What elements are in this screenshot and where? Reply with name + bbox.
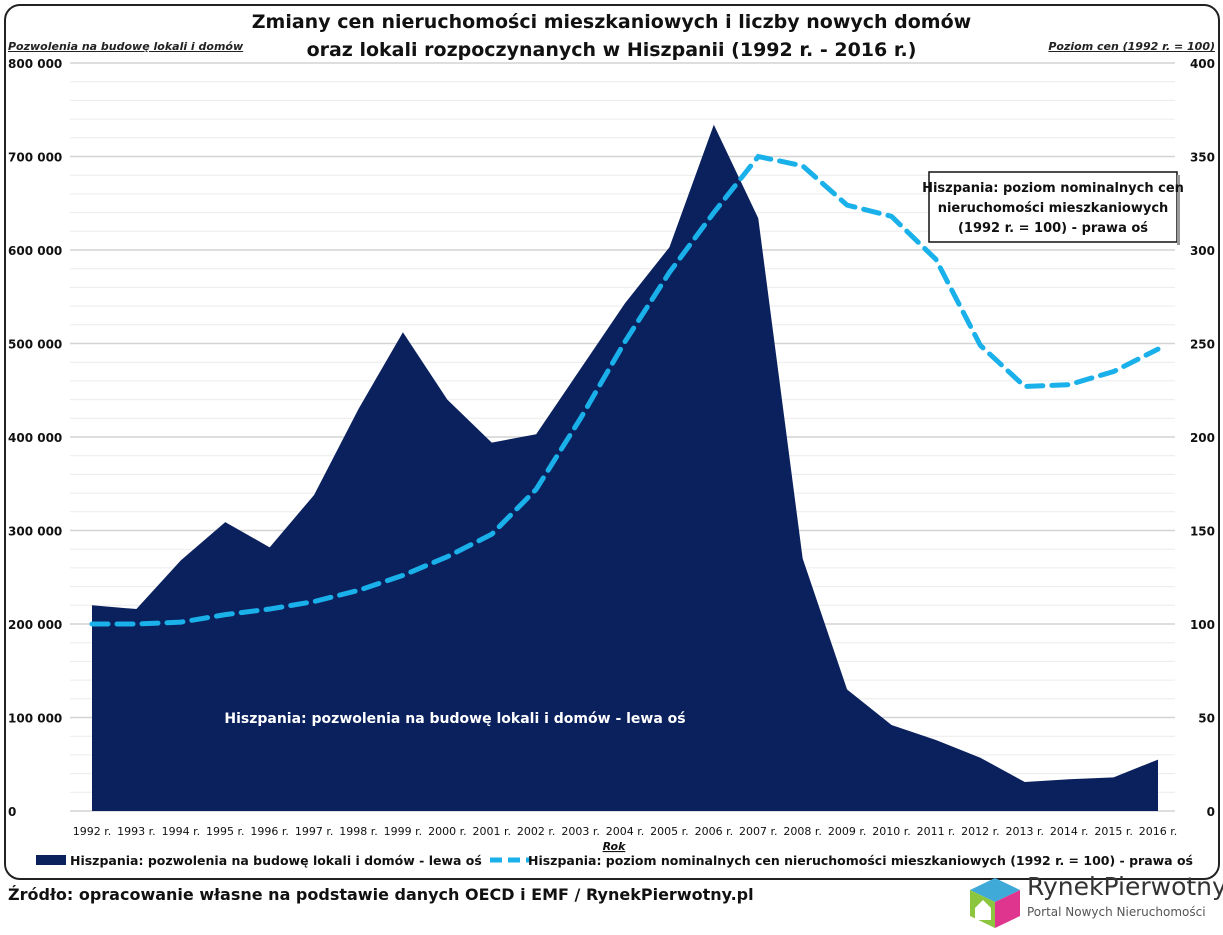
x-tick-label: 1996 r. <box>250 825 289 838</box>
x-tick-label: 2013 r. <box>1006 825 1045 838</box>
right-tick-label: 250 <box>1190 338 1215 352</box>
x-tick-label: 2012 r. <box>961 825 1000 838</box>
logo-subtitle: Portal Nowych Nieruchomości <box>1027 905 1206 919</box>
legend-line-label: Hiszpania: poziom nominalnych cen nieruc… <box>528 853 1193 868</box>
line-annotation-shadow <box>1177 175 1180 245</box>
right-axis-title: Poziom cen (1992 r. = 100) <box>1048 40 1215 53</box>
x-tick-label: 2000 r. <box>428 825 467 838</box>
line-annotation-box <box>928 171 1178 243</box>
x-tick-label: 1992 r. <box>73 825 112 838</box>
x-tick-label: 1997 r. <box>295 825 334 838</box>
x-tick-label: 2011 r. <box>917 825 956 838</box>
legend-area-swatch <box>36 855 66 865</box>
x-tick-label: 1998 r. <box>339 825 378 838</box>
logo: RynekPierwotny Portal Nowych Nieruchomoś… <box>965 872 1223 930</box>
right-tick-label: 300 <box>1190 244 1215 258</box>
right-tick-label: 350 <box>1190 151 1215 165</box>
x-tick-label: 2007 r. <box>739 825 778 838</box>
x-tick-label: 1999 r. <box>384 825 423 838</box>
line-annotation-text: nieruchomości mieszkaniowych <box>938 201 1169 216</box>
x-tick-label: 2016 r. <box>1139 825 1178 838</box>
x-tick-label: 1995 r. <box>206 825 245 838</box>
x-tick-label: 2006 r. <box>695 825 734 838</box>
left-tick-label: 300 000 <box>8 525 62 539</box>
title-line-1: Zmiany cen nieruchomości mieszkaniowych … <box>251 11 972 33</box>
left-tick-label: 400 000 <box>8 431 62 445</box>
left-axis-title: Pozwolenia na budowę lokali i domów <box>8 40 244 53</box>
left-tick-label: 200 000 <box>8 618 62 632</box>
left-tick-label: 100 000 <box>8 712 62 726</box>
left-tick-label: 0 <box>8 805 16 819</box>
x-tick-label: 1993 r. <box>117 825 156 838</box>
left-tick-label: 600 000 <box>8 244 62 258</box>
x-tick-label: 2009 r. <box>828 825 867 838</box>
right-tick-label: 100 <box>1190 618 1215 632</box>
x-tick-label: 2004 r. <box>606 825 645 838</box>
line-annotation-text: (1992 r. = 100) - prawa oś <box>958 221 1148 236</box>
logo-name: RynekPierwotny <box>1027 872 1223 901</box>
legend-area-label: Hiszpania: pozwolenia na budowę lokali i… <box>70 853 482 868</box>
logo-cube-icon <box>970 878 1020 928</box>
left-tick-label: 800 000 <box>8 57 62 71</box>
chart-frame <box>4 4 1220 880</box>
source-note: Źródło: opracowanie własne na podstawie … <box>8 885 754 904</box>
permits-area <box>92 124 1158 811</box>
left-tick-label: 500 000 <box>8 338 62 352</box>
right-tick-label: 50 <box>1198 712 1215 726</box>
area-annotation: Hiszpania: pozwolenia na budowę lokali i… <box>224 711 685 727</box>
right-tick-label: 200 <box>1190 431 1215 445</box>
x-tick-label: 2010 r. <box>872 825 911 838</box>
chart-title: Zmiany cen nieruchomości mieszkaniowych … <box>200 8 1023 64</box>
title-line-2: oraz lokali rozpoczynanych w Hiszpanii (… <box>306 39 917 61</box>
x-tick-label: 2003 r. <box>561 825 600 838</box>
line-annotation-text: Hiszpania: poziom nominalnych cen <box>922 181 1184 196</box>
right-tick-label: 0 <box>1207 805 1215 819</box>
x-tick-label: 2002 r. <box>517 825 556 838</box>
x-tick-label: 2015 r. <box>1094 825 1133 838</box>
chart-svg: 0 100 000 200 000 300 000 400 000 500 000 600 … <box>8 57 1215 868</box>
x-axis-title: Rok <box>603 840 626 853</box>
right-tick-label: 400 <box>1190 57 1215 71</box>
x-tick-label: 2001 r. <box>473 825 512 838</box>
right-tick-label: 150 <box>1190 525 1215 539</box>
x-tick-label: 2014 r. <box>1050 825 1089 838</box>
x-tick-label: 2005 r. <box>650 825 689 838</box>
x-tick-label: 1994 r. <box>162 825 201 838</box>
left-tick-label: 700 000 <box>8 151 62 165</box>
x-tick-label: 2008 r. <box>783 825 822 838</box>
